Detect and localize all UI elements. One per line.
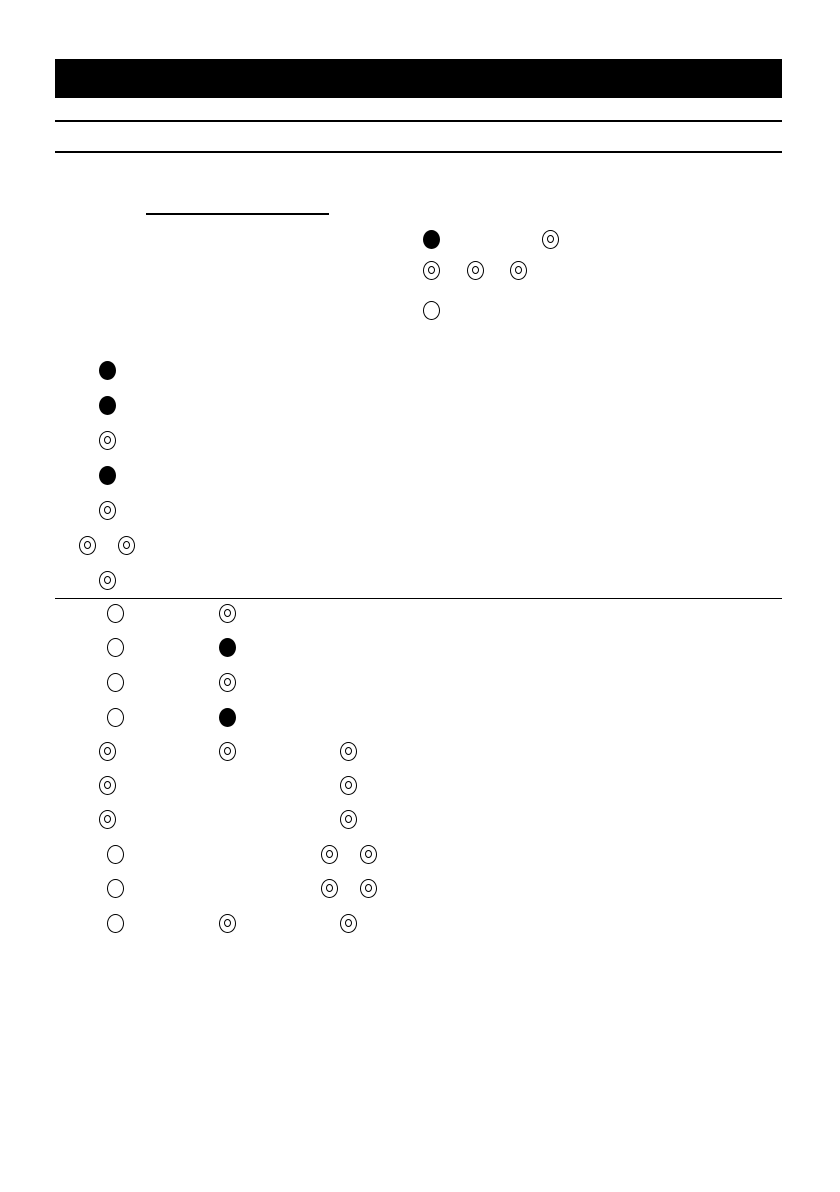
double-circle-icon [219,673,236,692]
open-circle-icon [423,301,440,320]
filled-circle-icon [99,466,116,485]
open-circle-icon [107,845,124,864]
double-circle-icon [360,845,377,864]
double-circle-icon [99,431,116,450]
double-circle-icon [219,604,236,623]
open-circle-icon [107,879,124,898]
double-circle-icon [79,536,96,555]
double-circle-icon [321,845,338,864]
filled-circle-icon [99,361,116,380]
double-circle-icon [99,776,116,795]
divider-bottom [55,151,782,153]
double-circle-icon [340,742,357,761]
section-underline [146,213,329,215]
filled-circle-icon [219,638,236,657]
double-circle-icon [219,742,236,761]
double-circle-icon [321,879,338,898]
double-circle-icon [423,261,440,280]
double-circle-icon [340,914,357,933]
double-circle-icon [542,230,559,249]
filled-circle-icon [423,230,440,249]
open-circle-icon [107,673,124,692]
header-bar [55,59,782,98]
double-circle-icon [99,571,116,590]
double-circle-icon [360,879,377,898]
filled-circle-icon [99,396,116,415]
open-circle-icon [107,708,124,727]
double-circle-icon [340,810,357,829]
double-circle-icon [467,261,484,280]
double-circle-icon [99,501,116,520]
double-circle-icon [118,536,135,555]
open-circle-icon [107,604,124,623]
double-circle-icon [340,776,357,795]
double-circle-icon [510,261,527,280]
table-divider [55,598,782,599]
double-circle-icon [219,914,236,933]
filled-circle-icon [219,708,236,727]
double-circle-icon [99,810,116,829]
open-circle-icon [107,914,124,933]
open-circle-icon [107,638,124,657]
divider-top [55,120,782,122]
double-circle-icon [99,742,116,761]
